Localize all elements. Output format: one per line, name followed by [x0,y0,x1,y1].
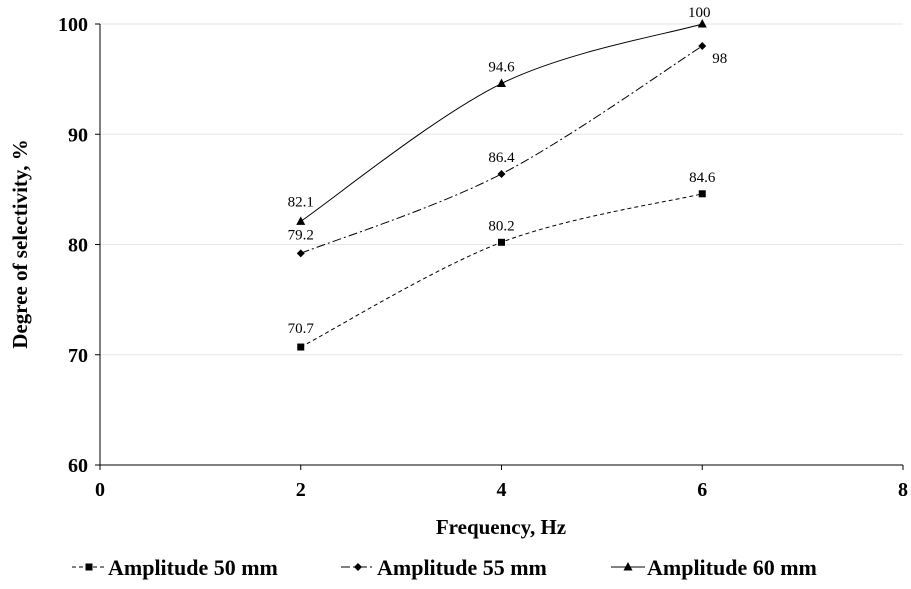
series-3-data-label-2: 94.6 [488,60,515,76]
data-labels: 70.7 80.2 84.6 79.2 86.4 98 82.1 94.6 100 [288,5,728,337]
legend-label-2: Amplitude 55 mm [377,555,547,580]
axes: 60 70 80 90 100 0 2 4 6 8 [58,14,908,501]
y-tick-label-90: 90 [68,124,88,146]
y-axis-title: Degree of selectivity, % [8,139,32,349]
series-1-point-2 [498,238,505,246]
series-3-data-label-3: 100 [688,5,711,21]
series-2-point-2 [497,169,506,178]
series-1-data-label-1: 70.7 [288,321,315,337]
series-2-point-3 [698,42,707,51]
legend-marker-1 [85,563,93,571]
series-line-3 [300,23,703,222]
series-1-data-label-3: 84.6 [689,170,716,186]
y-tick-label-60: 60 [68,455,88,477]
y-tick-label-70: 70 [68,345,88,367]
series-1-point-1 [297,343,305,351]
series-2-data-label-2: 86.4 [488,150,515,166]
legend-label-1: Amplitude 50 mm [108,555,278,580]
x-axis-title: Frequency, Hz [436,515,566,539]
series-3-point-3 [697,19,707,28]
series-2-data-label-1: 79.2 [288,227,314,243]
x-tick-label-6: 6 [697,479,707,501]
x-tick-label-2: 2 [296,479,306,501]
series-2-point-1 [296,249,305,258]
series-2-data-label-3: 98 [712,51,727,67]
legend-label-3: Amplitude 60 mm [647,555,817,580]
x-tick-label-0: 0 [95,479,105,501]
series-3-point-2 [497,78,506,88]
series-line-1 [300,193,703,348]
series-3-data-label-1: 82.1 [288,194,314,210]
legend-marker-3 [623,562,633,571]
y-tick-label-100: 100 [58,14,88,36]
series-lines [296,19,707,351]
legend: Amplitude 50 mm Amplitude 55 mm Amplitude … [72,555,817,580]
series-3-point-1 [296,216,306,225]
gridlines [100,23,903,356]
x-tick-label-4: 4 [497,479,507,501]
series-1-point-3 [698,190,706,198]
legend-marker-2 [354,563,362,571]
x-tick-label-8: 8 [898,479,908,501]
series-1-data-label-2: 80.2 [488,218,514,234]
y-tick-label-80: 80 [68,235,88,257]
